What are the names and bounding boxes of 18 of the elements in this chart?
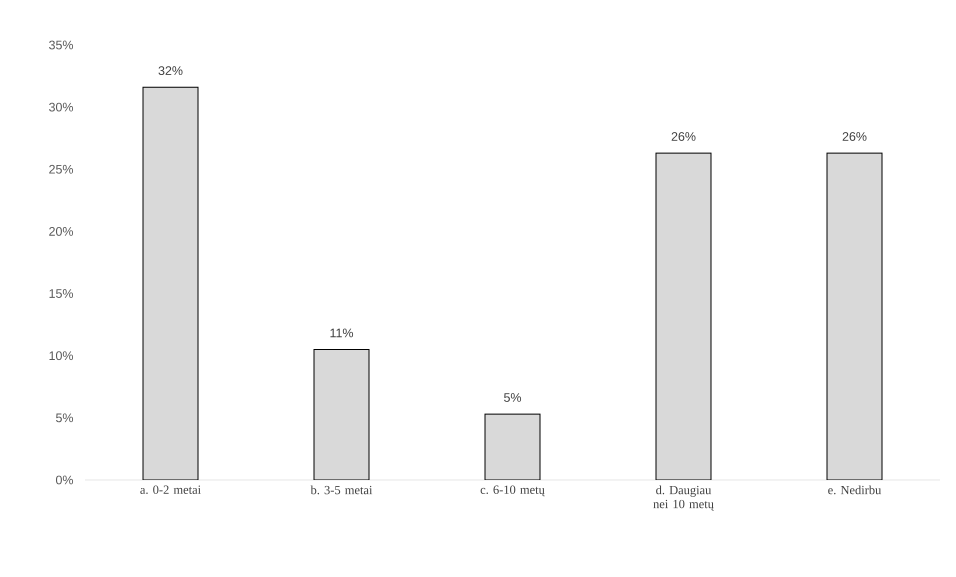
data-label: 11% bbox=[330, 328, 354, 338]
y-tick-label: 10% bbox=[50, 351, 74, 360]
x-tick-label: e. Nedirbu bbox=[828, 486, 882, 494]
y-tick-label: 20% bbox=[49, 227, 74, 236]
y-tick-label: 5% bbox=[56, 413, 74, 422]
data-label: 26% bbox=[672, 132, 696, 141]
y-tick-label: 15% bbox=[50, 289, 74, 298]
data-label: 26% bbox=[842, 132, 867, 141]
y-tick-label: 0% bbox=[56, 476, 74, 484]
y-tick-label: 25% bbox=[49, 164, 74, 174]
y-tick-label: 35% bbox=[49, 40, 74, 50]
y-tick-label: 30% bbox=[49, 102, 74, 112]
x-tick-label: d. Daugiau nei 10 metų bbox=[653, 486, 714, 511]
data-label: 32% bbox=[158, 66, 183, 76]
x-tick-label: c. 6-10 metų bbox=[480, 486, 545, 496]
x-tick-label: b. 3-5 metai bbox=[310, 486, 372, 494]
data-label: 5% bbox=[504, 393, 522, 402]
x-tick-label: a. 0-2 metai bbox=[140, 486, 201, 494]
